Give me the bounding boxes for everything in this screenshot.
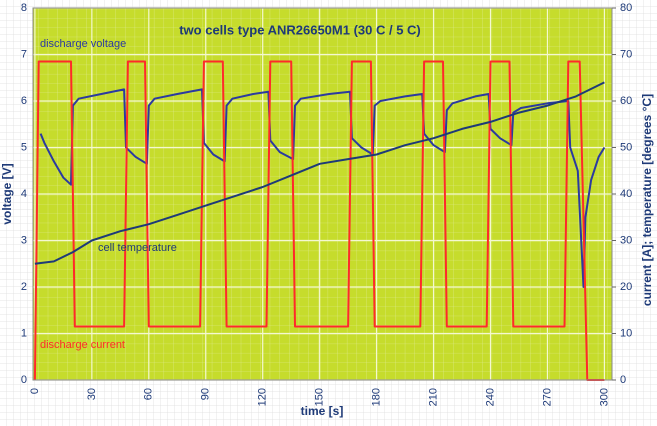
annotation: cell temperature [98,242,177,254]
y-tick-label: 2 [21,281,27,293]
y2-tick-label: 50 [620,141,632,153]
y-tick-label: 8 [21,2,27,14]
series-line [33,60,605,381]
y-tick-label: 4 [21,188,27,200]
x-tick-label: 240 [484,388,496,406]
grid [33,7,612,381]
x-tick-label: 270 [541,388,553,406]
x-tick-label: 210 [427,388,439,406]
y2-axis-label: current [A]; temperature [degrees °C] [640,94,654,306]
y-tick-label: 7 [21,48,27,60]
y2-tick-label: 40 [620,188,632,200]
annotation: discharge voltage [40,38,126,50]
y2-tick-label: 30 [620,234,632,246]
y-tick-label: 5 [21,141,27,153]
y-tick-label: 6 [21,95,27,107]
y2-tick-label: 10 [620,327,632,339]
x-tick-label: 180 [371,388,383,406]
y-tick-label: 0 [21,374,27,386]
y2-tick-label: 20 [620,281,632,293]
y2-tick-label: 60 [620,95,632,107]
y-tick-label: 1 [21,327,27,339]
y-tick-label: 3 [21,234,27,246]
y2-tick-label: 0 [620,374,626,386]
annotation: discharge current [40,339,125,351]
series-line [34,81,605,265]
x-tick-label: 300 [598,388,610,406]
marks [33,60,606,381]
series-line [39,88,606,288]
chart-title: two cells type ANR26650M1 (30 C / 5 C) [179,22,421,37]
y-axis-label: voltage [V] [0,163,14,224]
x-axis-label: time [s] [301,404,344,418]
x-tick-label: 0 [29,388,41,394]
x-tick-label: 150 [314,388,326,406]
x-tick-label: 120 [257,388,269,406]
x-tick-label: 30 [86,388,98,400]
x-tick-label: 60 [143,388,155,400]
y2-tick-label: 70 [620,48,632,60]
y2-tick-label: 80 [620,2,632,14]
x-tick-label: 90 [200,388,212,400]
